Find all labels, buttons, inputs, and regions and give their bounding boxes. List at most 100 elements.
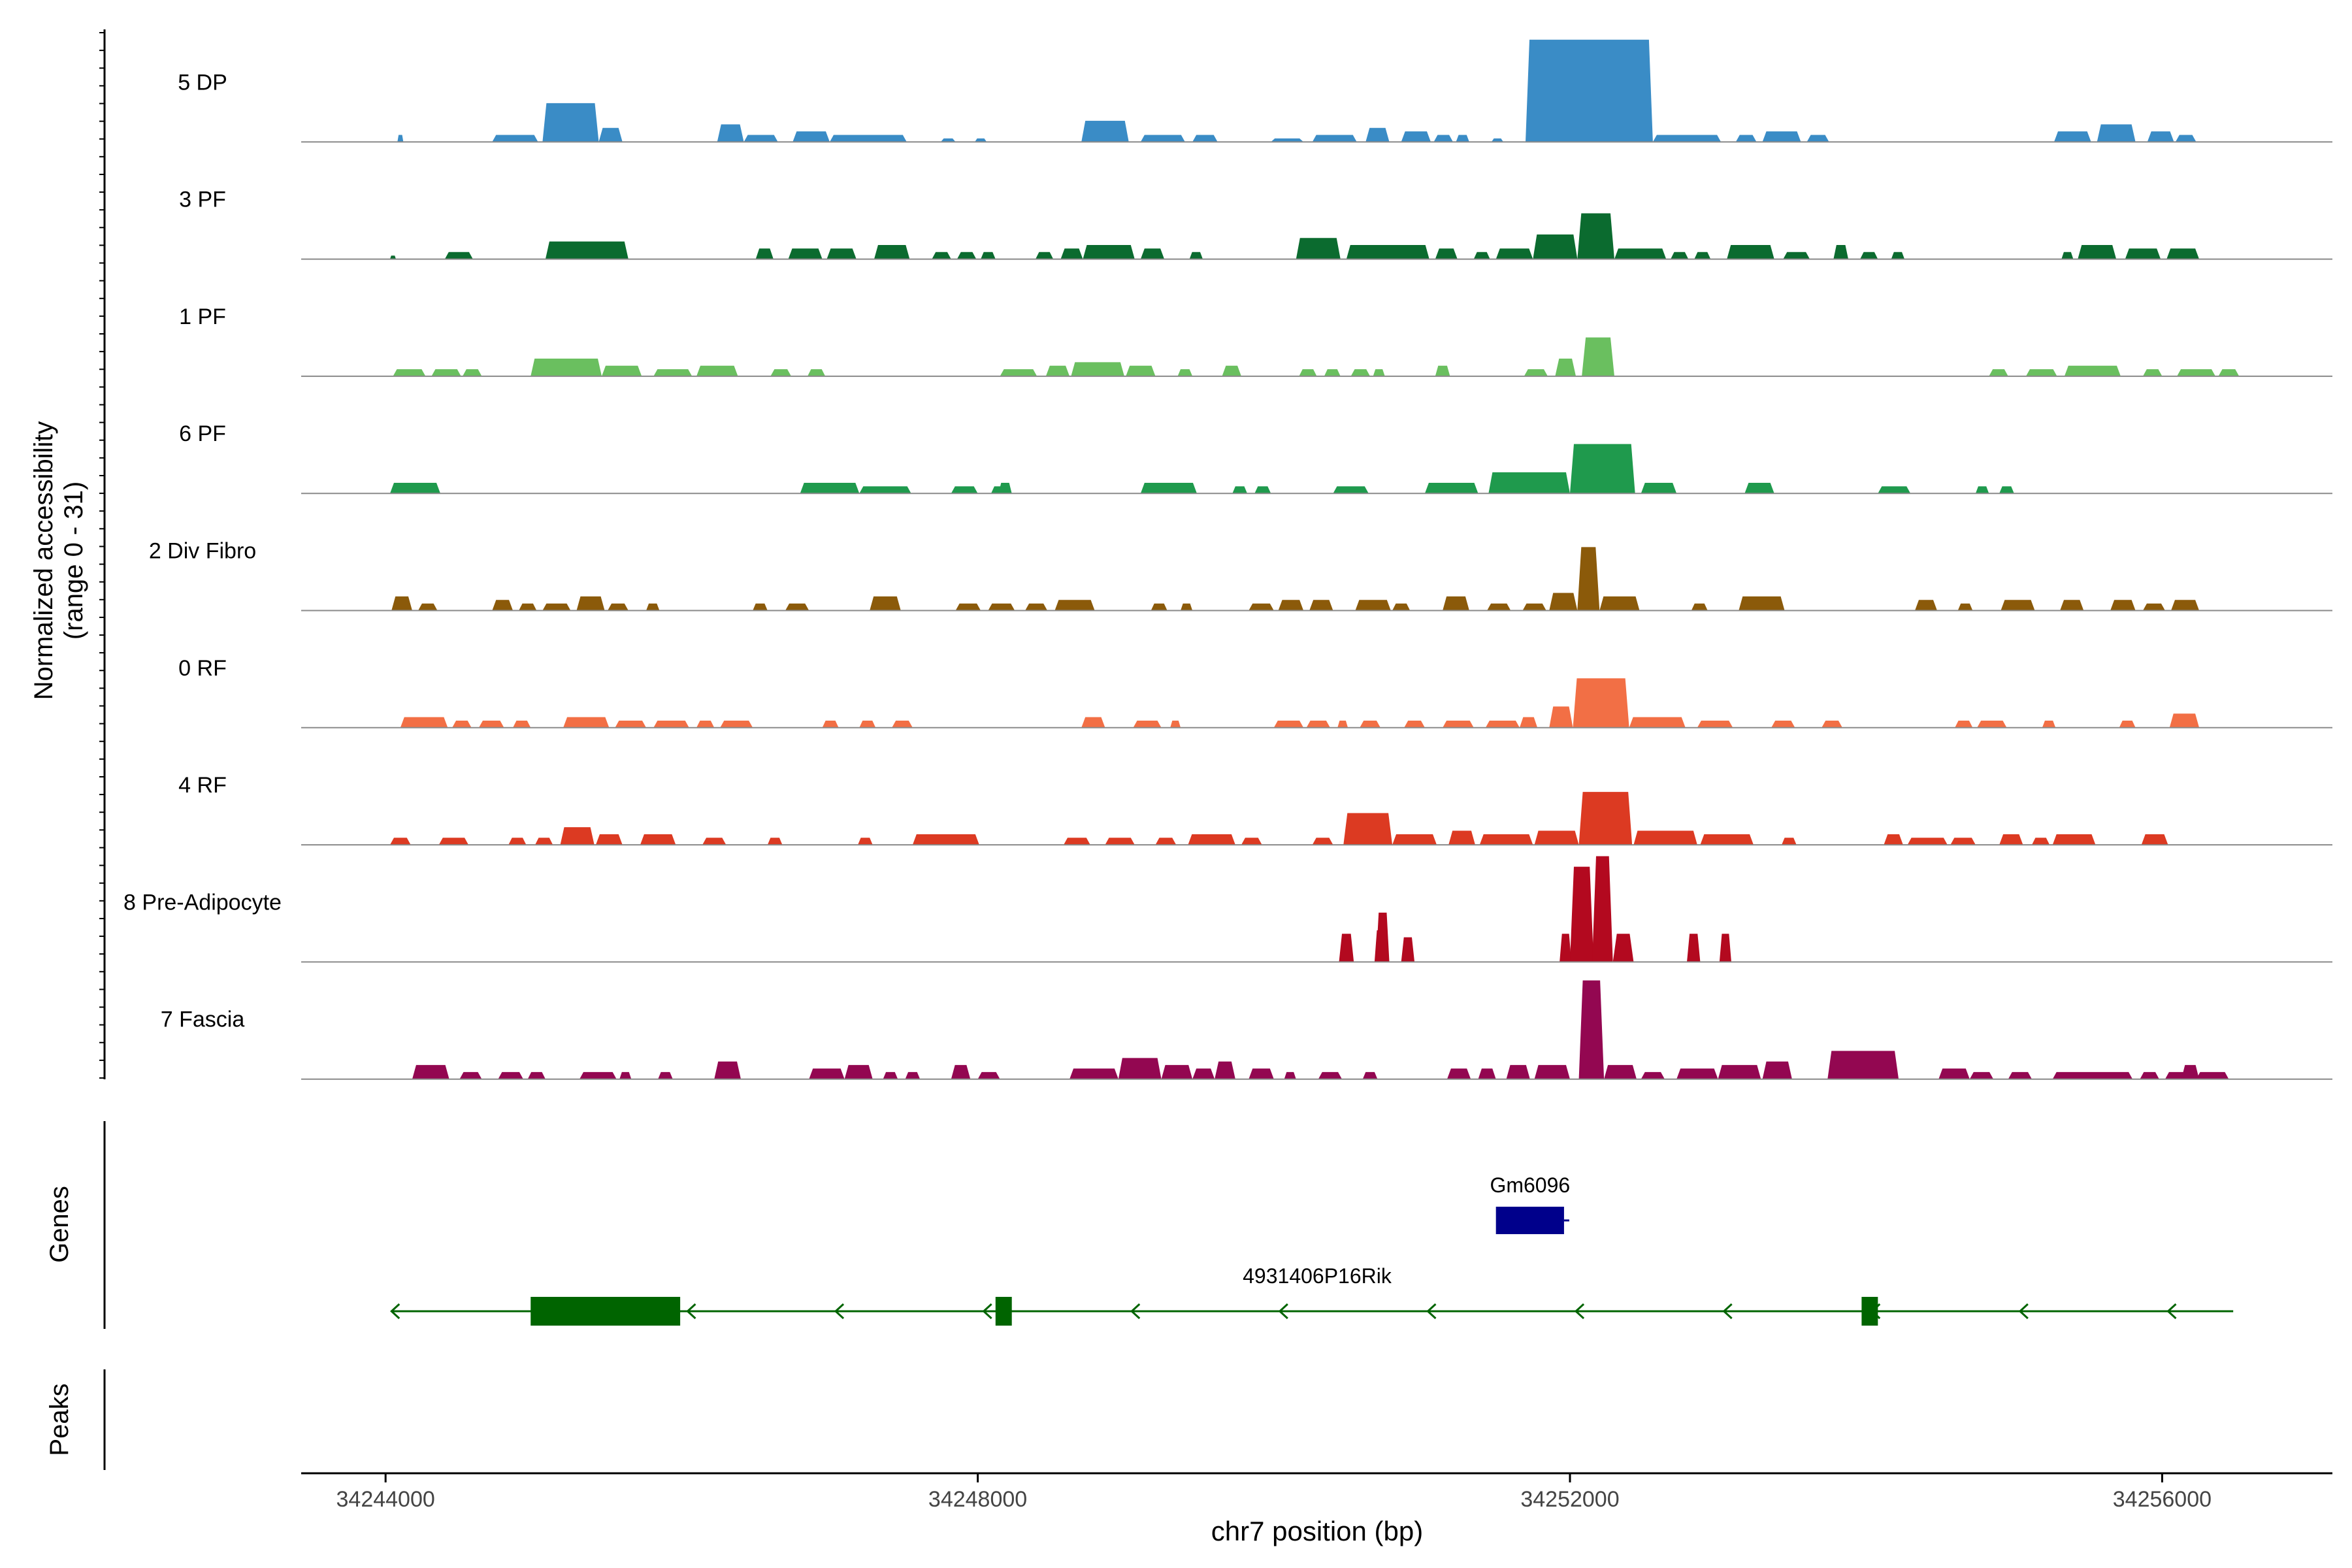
coverage-peak	[1404, 721, 1425, 728]
left-axes	[99, 29, 106, 1470]
coverage-peak	[1296, 238, 1341, 259]
strand-arrow	[390, 1303, 400, 1320]
coverage-peak	[1884, 834, 1903, 845]
coverage-peak	[1025, 603, 1048, 611]
coverage-peak	[2031, 838, 2050, 845]
coverage-peak	[1333, 486, 1369, 494]
x-axis-label: chr7 position (bp)	[1211, 1516, 1424, 1546]
coverage-peak	[720, 721, 753, 728]
coverage-peak	[1534, 1065, 1570, 1079]
strand-arrow	[1278, 1303, 1288, 1320]
coverage-peak	[1577, 213, 1614, 259]
coverage-peak	[1697, 721, 1733, 728]
coverage-peak	[1443, 721, 1474, 728]
y-axis-sublabel: (range 0 - 31)	[59, 482, 88, 640]
coverage-peak	[1604, 1065, 1637, 1079]
coverage-peak	[2119, 721, 2136, 728]
coverage-peak	[1599, 596, 1640, 611]
coverage-peak	[1700, 834, 1754, 845]
coverage-peak	[2025, 369, 2057, 376]
coverage-peak	[545, 241, 629, 259]
coverage-peak	[932, 252, 951, 259]
x-axis: 34244000 34248000 34252000 34256000	[301, 1472, 2332, 1512]
coverage-peak	[1435, 248, 1458, 259]
track-label: 3 PF	[179, 188, 226, 212]
coverage-peak	[1473, 252, 1490, 259]
coverage-peak	[1140, 483, 1197, 494]
coverage-peak	[2171, 600, 2200, 611]
coverage-peak	[955, 603, 981, 611]
coverage-peak	[1821, 721, 1842, 728]
coverage-peak	[1083, 245, 1135, 259]
coverage-peak	[2052, 834, 2096, 845]
coverage-peak	[389, 483, 441, 494]
coverage-peak	[1433, 135, 1453, 142]
coverage-peak	[1691, 603, 1708, 611]
track-label: 8 Pre-Adipocyte	[123, 890, 282, 915]
coverage-peak	[535, 838, 553, 845]
gene-exon	[531, 1297, 681, 1326]
coverage-peak	[1181, 603, 1193, 611]
coverage-peak	[1578, 792, 1633, 845]
coverage-peak	[1719, 934, 1731, 962]
coverage-peak	[1456, 135, 1469, 142]
gene-label: Gm6096	[1490, 1173, 1570, 1197]
coverage-peak	[1827, 1051, 1899, 1079]
coverage-peak	[1271, 138, 1304, 142]
track-label: 5 DP	[178, 70, 227, 95]
strand-arrow	[1574, 1303, 1585, 1320]
coverage-peak	[576, 596, 605, 611]
coverage-peak	[702, 838, 727, 845]
coverage-peak	[753, 603, 768, 611]
coverage-peak	[2064, 365, 2121, 376]
coverage-peak	[883, 1071, 898, 1079]
genes-label: Genes	[45, 1186, 74, 1263]
coverage-peak	[1969, 1071, 1994, 1079]
coverage-peak	[2125, 248, 2161, 259]
x-tick-label: 34256000	[2113, 1487, 2212, 1512]
coverage-peak	[1133, 721, 1162, 728]
coverage-peak	[1346, 245, 1429, 259]
coverage-peak	[2061, 252, 2074, 259]
gene-gm6096: Gm6096	[1490, 1173, 1570, 1234]
coverage-peak	[977, 1071, 1000, 1079]
coverage-peak	[755, 248, 774, 259]
coverage-peak	[1241, 838, 1262, 845]
coverage-peak	[1064, 838, 1090, 845]
x-tick-label: 34244000	[336, 1487, 435, 1512]
coverage-peak	[912, 834, 979, 845]
track-label: 7 Fascia	[161, 1007, 245, 1032]
coverage-peak	[1907, 838, 1948, 845]
coverage-peak	[400, 717, 448, 728]
coverage-peak	[1549, 706, 1573, 728]
coverage-peak	[1671, 252, 1689, 259]
coverage-peak	[602, 365, 642, 376]
coverage-peak	[1694, 252, 1711, 259]
track-9: 7 Fascia	[161, 980, 2332, 1080]
coverage-peak	[1140, 248, 1165, 259]
coverage-peak	[788, 248, 823, 259]
coverage-peak	[1488, 472, 1570, 494]
coverage-peak	[809, 1068, 845, 1079]
coverage-peak	[1891, 252, 1905, 259]
coverage-peak	[492, 135, 538, 142]
coverage-peak	[1373, 369, 1385, 376]
coverage-peak	[459, 1071, 482, 1079]
coverage-peak	[2008, 1071, 2032, 1079]
coverage-peak	[653, 369, 693, 376]
coverage-peak	[531, 358, 602, 376]
coverage-peak	[1140, 135, 1185, 142]
coverage-peak	[1401, 937, 1415, 962]
coverage-peak	[988, 603, 1015, 611]
gene-4931406p16rik: 4931406P16Rik	[390, 1264, 2234, 1326]
coverage-peak	[1448, 830, 1475, 845]
coverage-peak	[1578, 980, 1605, 1079]
coverage-peak	[1975, 486, 1989, 494]
coverage-peak	[792, 131, 830, 142]
coverage-peak	[1339, 934, 1354, 962]
coverage-peak	[1249, 1068, 1274, 1079]
track-label: 4 RF	[178, 773, 227, 798]
coverage-peak	[1782, 838, 1797, 845]
coverage-peak	[1999, 486, 2014, 494]
